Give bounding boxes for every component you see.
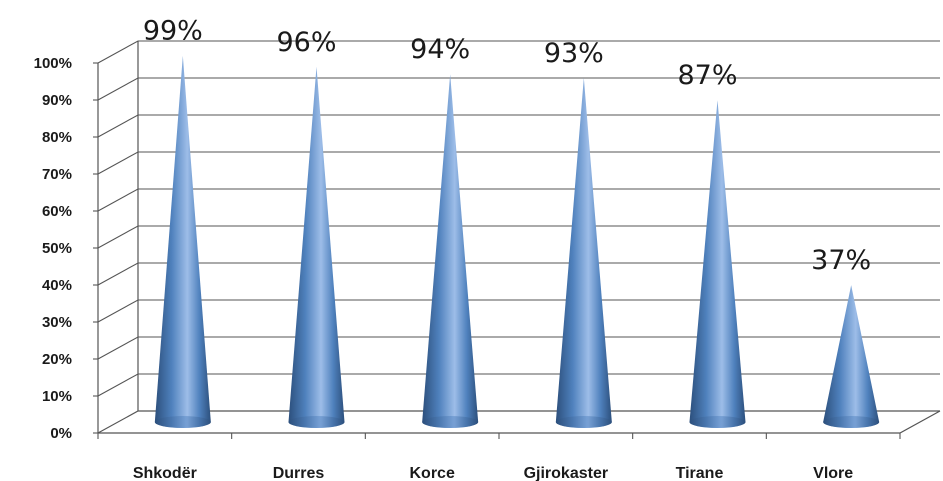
cone-bar	[689, 100, 746, 428]
data-label: 96%	[276, 27, 336, 58]
cone-base	[154, 416, 211, 428]
data-label: 99%	[143, 16, 203, 47]
y-tick-label: 50%	[42, 240, 72, 257]
y-tick-label: 10%	[42, 388, 72, 405]
cone-bar	[555, 77, 612, 429]
y-tick-label: 30%	[42, 314, 72, 331]
x-axis-ticks: Shkodër Durres Korce Gjirokaster Tirane Vlore	[97, 433, 901, 481]
x-tick-label: Korce	[409, 465, 454, 481]
gridline	[97, 373, 940, 397]
gridline	[97, 262, 940, 286]
x-tick-label: Tirane	[676, 465, 724, 481]
gridline	[97, 188, 940, 212]
cone-base	[422, 416, 479, 428]
cone-base	[823, 416, 880, 428]
gridlines	[97, 40, 941, 434]
x-tick-label: Shkodër	[133, 465, 197, 481]
data-label: 87%	[677, 60, 737, 91]
y-tick-label: 40%	[42, 277, 72, 294]
x-tick-label: Gjirokaster	[524, 465, 608, 481]
cone-base	[288, 416, 345, 428]
x-tick-label: Vlore	[813, 465, 853, 481]
y-tick-label: 70%	[42, 166, 72, 183]
y-tick-label: 60%	[42, 203, 72, 220]
floor-front-edge	[98, 410, 941, 434]
y-tick-label: 80%	[42, 129, 72, 146]
cone-bar	[422, 74, 479, 428]
floor-edge	[97, 410, 940, 434]
gridline	[97, 151, 940, 175]
gridline	[97, 336, 940, 360]
gridline	[97, 40, 940, 64]
gridline	[97, 77, 940, 101]
cone-bar	[154, 55, 211, 428]
cone-base	[689, 416, 746, 428]
gridline	[97, 299, 940, 323]
y-tick-label: 100%	[34, 55, 72, 72]
data-label: 37%	[811, 245, 871, 276]
data-label: 93%	[544, 38, 604, 69]
x-tick-label: Durres	[273, 465, 325, 481]
data-labels: 99% 96% 94% 93% 87% 37%	[143, 16, 871, 276]
cone-base	[555, 416, 612, 428]
cone-bar	[823, 285, 880, 428]
gridline	[97, 114, 940, 138]
data-label: 94%	[410, 34, 470, 65]
y-tick-label: 0%	[50, 425, 72, 442]
gridline	[97, 225, 940, 249]
y-tick-label: 90%	[42, 92, 72, 109]
y-axis-ticks: 0% 10% 20% 30% 40% 50% 60% 70% 80% 90% 100%	[34, 55, 98, 442]
cone-bar	[288, 66, 345, 429]
cones	[154, 55, 880, 429]
y-tick-label: 20%	[42, 351, 72, 368]
